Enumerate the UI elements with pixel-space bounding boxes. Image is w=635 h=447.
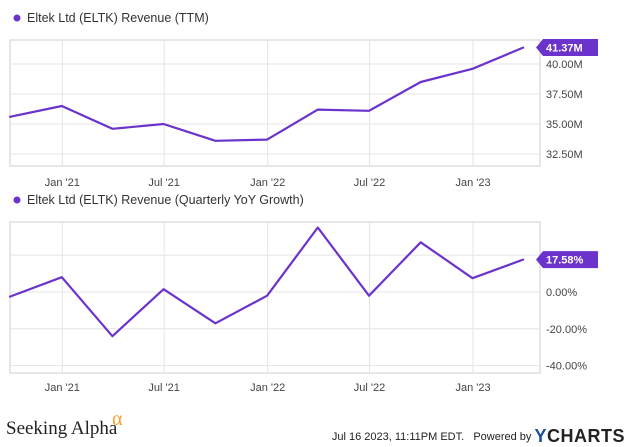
seeking-alpha-logo[interactable]: Seeking Alpha — [6, 418, 118, 439]
series-line — [8, 226, 525, 338]
plot-area-2 — [9, 221, 541, 374]
last-value-badge — [536, 251, 598, 269]
y-tick-label: 35.00M — [546, 119, 583, 131]
ycharts-logo-y: Y — [534, 426, 547, 446]
x-tick-label: Jan '23 — [455, 177, 490, 189]
last-value-label: 41.37M — [546, 43, 583, 55]
x-tick-label: Jul '21 — [148, 177, 179, 189]
x-tick-label: Jul '22 — [354, 382, 385, 394]
powered-by-text: Powered by — [473, 431, 532, 443]
timestamp: Jul 16 2023, 11:11PM EDT. — [331, 431, 465, 443]
alpha-symbol-icon: α — [112, 408, 123, 430]
plot-area-1 — [9, 39, 541, 167]
x-tick-label: Jan '23 — [455, 382, 490, 394]
y-tick-label: 40.00M — [546, 59, 583, 71]
series-line — [8, 46, 525, 142]
y-tick-label: 32.50M — [546, 149, 583, 161]
y-tick-label: -20.00% — [546, 324, 587, 336]
y-tick-label: 0.00% — [546, 287, 577, 299]
legend-marker — [13, 196, 21, 204]
x-tick-label: Jul '22 — [354, 177, 385, 189]
charts-canvas: 32.50M 35.00M 37.50M 40.00M Jan '21 Jul '21 Ja… — [8, 11, 598, 394]
x-tick-label: Jul '21 — [148, 382, 179, 394]
footer: Seeking Alpha α Jul 16 2023, 11:11PM EDT… — [0, 408, 635, 447]
x-tick-label: Jan '21 — [45, 177, 80, 189]
last-value-label: 17.58% — [546, 255, 584, 267]
footer-credit: Jul 16 2023, 11:11PM EDT. Powered by YCH… — [331, 424, 625, 446]
y-tick-label: 37.50M — [546, 89, 583, 101]
ycharts-logo-rest: CHARTS — [547, 426, 625, 446]
legend-marker — [13, 14, 21, 22]
y-tick-label: -40.00% — [546, 361, 587, 373]
x-tick-label: Jan '22 — [250, 177, 285, 189]
legend-label: Eltek Ltd (ELTK) Revenue (Quarterly YoY … — [27, 193, 304, 207]
x-tick-label: Jan '21 — [45, 382, 80, 394]
x-tick-label: Jan '22 — [250, 382, 285, 394]
last-value-badge — [536, 39, 598, 57]
ycharts-logo[interactable]: YCHARTS — [534, 426, 625, 446]
legend-label: Eltek Ltd (ELTK) Revenue (TTM) — [27, 11, 209, 25]
